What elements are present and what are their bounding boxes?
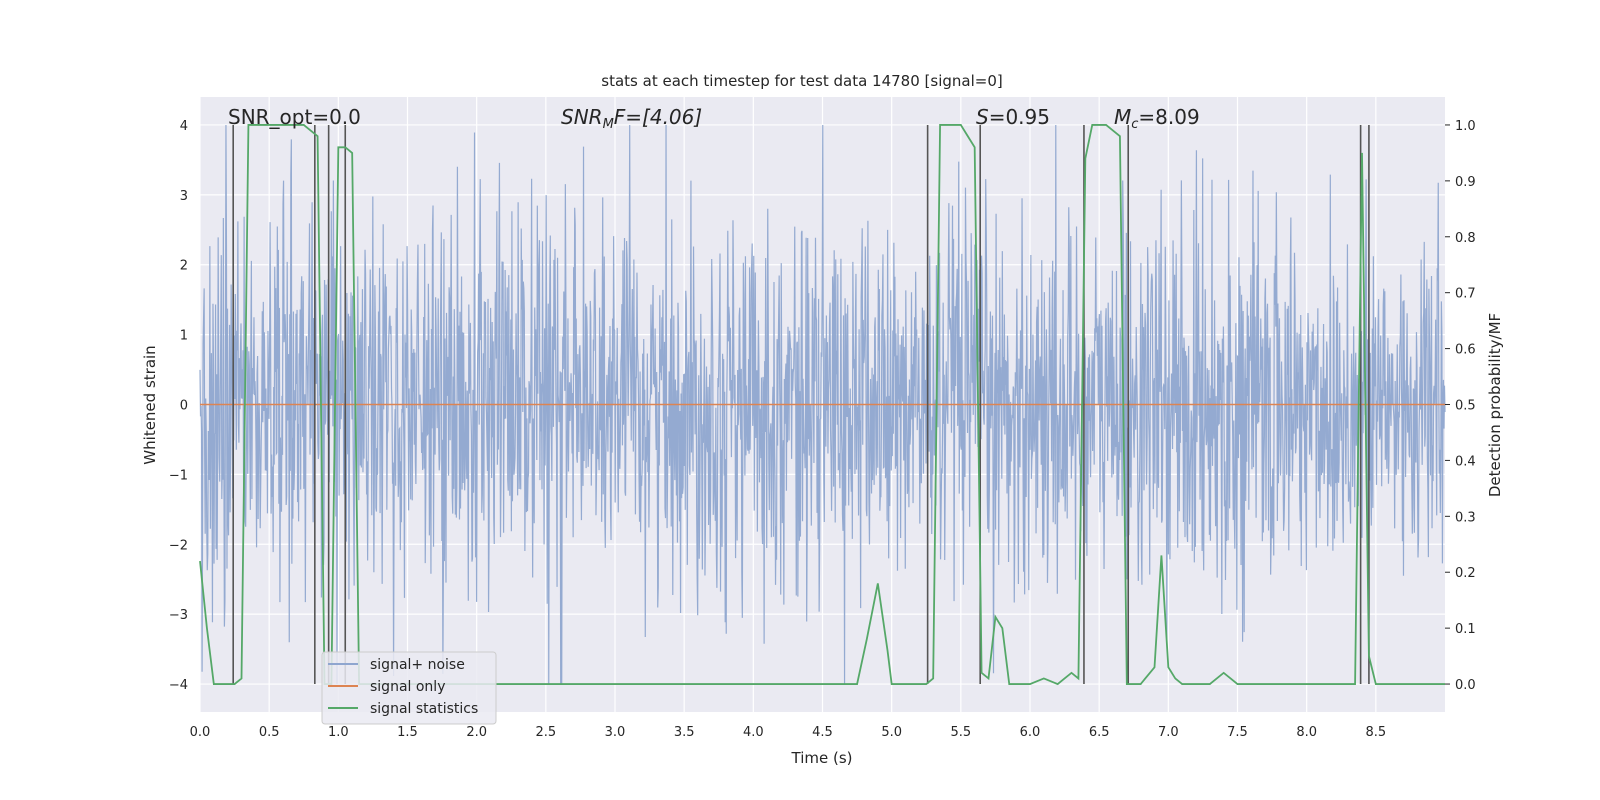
x-tick-label: 7.5 bbox=[1227, 725, 1248, 740]
y-right-tick-label: 0.9 bbox=[1455, 175, 1476, 190]
y-left-tick-label: −2 bbox=[169, 538, 188, 553]
y-left-axis-label: Whitened strain bbox=[141, 345, 159, 464]
stats-line bbox=[199, 124, 1445, 686]
y-right-tick-label: 0.1 bbox=[1455, 622, 1476, 637]
x-tick-label: 0.5 bbox=[259, 725, 280, 740]
snr-opt-annotation: SNR_opt=0.0 bbox=[228, 105, 361, 129]
y-left-tick-label: −3 bbox=[169, 608, 188, 623]
legend-label-stats: signal statistics bbox=[370, 701, 478, 717]
y-right-tick-label: 0.0 bbox=[1455, 678, 1476, 693]
x-axis-ticks: 0.0 0.5 1.0 1.5 2.0 2.5 3.0 3.5 4.0 4.5 5.0 5.5 6.0 6… bbox=[190, 725, 1387, 740]
s-annotation: S=0.95 bbox=[976, 105, 1050, 129]
y-right-ticks: 1.0 0.9 0.8 0.7 0.6 0.5 0.4 0.3 0.2 0.1 0.0 bbox=[1445, 119, 1476, 693]
y-left-tick-label: 3 bbox=[180, 189, 188, 204]
mc-subscript: c bbox=[1131, 117, 1138, 132]
y-left-tick-label: −4 bbox=[169, 678, 188, 693]
x-tick-label: 5.0 bbox=[881, 725, 902, 740]
stats-series bbox=[199, 124, 1445, 686]
y-right-tick-label: 0.5 bbox=[1455, 399, 1476, 414]
y-right-tick-label: 0.2 bbox=[1455, 566, 1476, 581]
snr-mf-rest: F=[4.06] bbox=[614, 105, 702, 129]
s-label: S bbox=[976, 105, 989, 129]
x-tick-label: 3.0 bbox=[605, 725, 626, 740]
x-tick-label: 3.5 bbox=[674, 725, 695, 740]
x-axis-label: Time (s) bbox=[791, 749, 853, 767]
x-tick-label: 0.0 bbox=[190, 725, 211, 740]
snr-mf-label: SNR bbox=[561, 105, 603, 129]
y-left-tick-label: −1 bbox=[169, 468, 188, 483]
x-tick-label: 6.0 bbox=[1020, 725, 1041, 740]
y-left-tick-label: 2 bbox=[180, 259, 188, 274]
x-tick-label: 4.5 bbox=[812, 725, 833, 740]
y-left-tick-label: 0 bbox=[180, 399, 188, 414]
y-right-tick-label: 0.6 bbox=[1455, 343, 1476, 358]
y-left-tick-label: 1 bbox=[180, 329, 188, 344]
legend-box bbox=[321, 651, 497, 725]
snr-mf-annotation: SNRMF=[4.06] bbox=[561, 105, 702, 132]
x-tick-label: 2.0 bbox=[466, 725, 487, 740]
chart-title: stats at each timestep for test data 147… bbox=[601, 72, 1002, 90]
snr-mf-subscript: M bbox=[603, 117, 614, 132]
mc-label: M bbox=[1114, 105, 1131, 129]
x-tick-label: 5.5 bbox=[950, 725, 971, 740]
y-right-tick-label: 0.3 bbox=[1455, 510, 1476, 525]
noise-line bbox=[199, 124, 1446, 685]
legend-label-signal: signal only bbox=[370, 679, 445, 695]
y-left-ticks: 4 3 2 1 0 −1 −2 −3 −4 bbox=[169, 119, 188, 693]
legend: signal+ noise signal only signal statist… bbox=[321, 651, 497, 725]
y-right-tick-label: 0.4 bbox=[1455, 454, 1476, 469]
x-tick-label: 8.0 bbox=[1296, 725, 1317, 740]
x-tick-label: 7.0 bbox=[1158, 725, 1179, 740]
mc-annotation: Mc=8.09 bbox=[1114, 105, 1200, 132]
y-left-tick-label: 4 bbox=[180, 119, 188, 134]
noise-series bbox=[199, 124, 1446, 685]
x-tick-label: 1.5 bbox=[397, 725, 418, 740]
legend-label-noise: signal+ noise bbox=[370, 657, 465, 673]
x-tick-label: 2.5 bbox=[535, 725, 556, 740]
x-tick-label: 4.0 bbox=[743, 725, 764, 740]
mc-rest: =8.09 bbox=[1138, 105, 1199, 129]
x-tick-label: 6.5 bbox=[1089, 725, 1110, 740]
x-tick-label: 8.5 bbox=[1365, 725, 1386, 740]
y-right-axis-label: Detection probability/MF bbox=[1486, 313, 1504, 497]
y-right-tick-label: 0.7 bbox=[1455, 287, 1476, 302]
s-rest: =0.95 bbox=[989, 105, 1050, 129]
y-right-tick-label: 1.0 bbox=[1455, 119, 1476, 134]
y-right-tick-label: 0.8 bbox=[1455, 231, 1476, 246]
x-tick-label: 1.0 bbox=[328, 725, 349, 740]
